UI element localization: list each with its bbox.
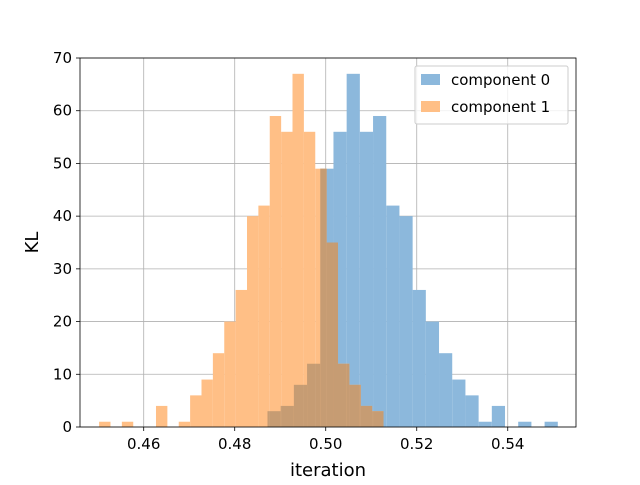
histogram-bar-component-0 [545,422,558,427]
histogram-bar-component-1 [270,116,281,427]
legend-label-component-0: component 0 [451,71,550,89]
histogram-bar-component-1 [293,74,304,427]
histogram-bar-component-0 [492,406,505,427]
histogram-bar-component-1 [122,422,133,427]
histogram-bar-component-0 [426,322,439,427]
y-tick-label: 40 [53,207,72,225]
histogram-overlap-bar [333,243,338,428]
histogram-bar-component-0 [518,422,531,427]
y-tick-label: 50 [53,154,72,172]
x-tick-label: 0.46 [127,435,160,453]
histogram-overlap-bar [372,411,373,427]
y-tick-label: 20 [53,313,72,331]
histogram-overlap-bar [347,364,350,427]
histogram-bar-component-1 [156,406,167,427]
histogram-bar-component-1 [99,422,110,427]
y-tick-label: 10 [53,365,72,383]
histogram-overlap-bar [267,411,269,427]
histogram-overlap-bar [294,385,304,427]
histogram-overlap-bar [304,385,307,427]
x-tick-label: 0.54 [491,435,524,453]
histogram-bar-component-0 [465,395,478,427]
y-tick-label: 60 [53,102,72,120]
legend: component 0 component 1 [415,66,568,124]
histogram-bar-component-1 [213,353,224,427]
histogram-overlap-bar [320,169,326,427]
histogram-overlap-bar [338,364,347,427]
histogram-bar-component-1 [179,422,190,427]
histogram-bar-component-0 [386,206,399,427]
histogram-bar-component-0 [360,132,373,427]
histogram-overlap-bar [307,364,315,427]
x-axis-label: iteration [290,460,366,480]
histogram-bar-component-1 [247,216,258,427]
histogram-bar-component-0 [479,422,492,427]
x-tick-label: 0.50 [309,435,342,453]
histogram-overlap-bar [293,406,294,427]
y-tick-label: 0 [62,418,72,436]
x-tick-label: 0.48 [218,435,251,453]
histogram-bar-component-0 [399,216,412,427]
histogram-overlap-bar [270,411,281,427]
legend-swatch-component-0 [421,74,440,85]
histogram-bar-component-0 [373,116,386,427]
histogram-overlap-bar [281,406,292,427]
histogram-bar-component-0 [439,353,452,427]
histogram-bar-component-1 [258,206,269,427]
histogram-overlap-bar [315,364,320,427]
histogram-overlap-bar [360,385,361,427]
histogram-overlap-bar [361,406,372,427]
histogram-overlap-bar [327,243,334,428]
y-axis-label: KL [22,232,43,254]
histogram-bar-component-1 [201,380,212,427]
y-tick-label: 70 [53,49,72,67]
x-tick-label: 0.52 [400,435,433,453]
histogram-bar-component-0 [413,290,426,427]
histogram-bar-component-1 [224,322,235,427]
histogram-bar-component-1 [281,132,292,427]
legend-label-component-1: component 1 [451,98,550,116]
histogram-bar-component-0 [452,380,465,427]
histogram-overlap-bar [373,411,383,427]
histogram-overlap-bar [349,385,359,427]
histogram-bar-component-1 [190,395,201,427]
y-tick-label: 30 [53,260,72,278]
legend-swatch-component-1 [421,101,440,112]
histogram-bar-component-1 [236,290,247,427]
